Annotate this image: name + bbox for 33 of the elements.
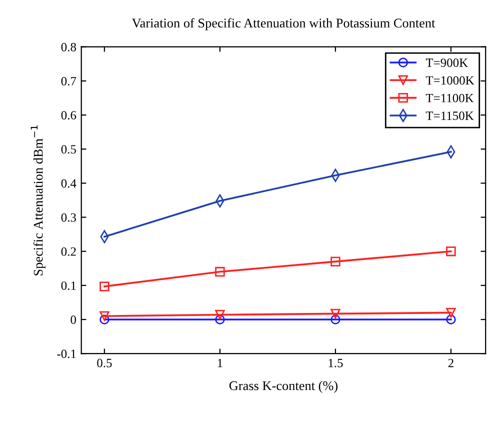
point bbox=[100, 282, 110, 292]
y-tick-label: 0.6 bbox=[61, 111, 76, 120]
point bbox=[215, 310, 225, 320]
point bbox=[330, 308, 340, 319]
point bbox=[446, 308, 456, 318]
y-tick-label: 0 bbox=[70, 316, 76, 324]
x-tick-label: 1 bbox=[218, 358, 222, 368]
y-tick-label: -0.1 bbox=[57, 350, 76, 358]
y-tick-label: 0.7 bbox=[61, 76, 76, 86]
point bbox=[100, 314, 110, 324]
y-axis-title: Specific Attenuation dBm$^{−1}$ bbox=[30, 126, 46, 276]
y-tick-label: 0.5 bbox=[61, 145, 76, 154]
y-tick-label: 0.1 bbox=[61, 281, 76, 290]
y-tick-label: 0.3 bbox=[61, 213, 76, 222]
point bbox=[100, 311, 110, 321]
point bbox=[330, 256, 340, 266]
x-tick-label: 1.5 bbox=[328, 358, 343, 368]
y-tick-label: 0.8 bbox=[61, 42, 76, 52]
legend-label: T=1150K bbox=[426, 112, 474, 120]
point bbox=[330, 314, 340, 324]
point bbox=[215, 314, 225, 324]
y-tick-label: 0.2 bbox=[61, 247, 76, 256]
chart-title: Variation of Specific Attenuation with Potassium Content bbox=[132, 18, 436, 30]
point bbox=[446, 314, 456, 324]
x-axis-title: Grass K-content (%) bbox=[229, 380, 338, 393]
x-tick-label: 2 bbox=[448, 358, 454, 368]
legend-label: T=1000K bbox=[426, 76, 474, 85]
point bbox=[215, 266, 225, 277]
legend-label: T=900K bbox=[426, 58, 468, 67]
x-tick-label: 0.5 bbox=[97, 358, 112, 368]
point bbox=[446, 246, 456, 256]
legend-label: T=1100K bbox=[426, 94, 474, 102]
y-tick-label: 0.4 bbox=[61, 179, 76, 188]
